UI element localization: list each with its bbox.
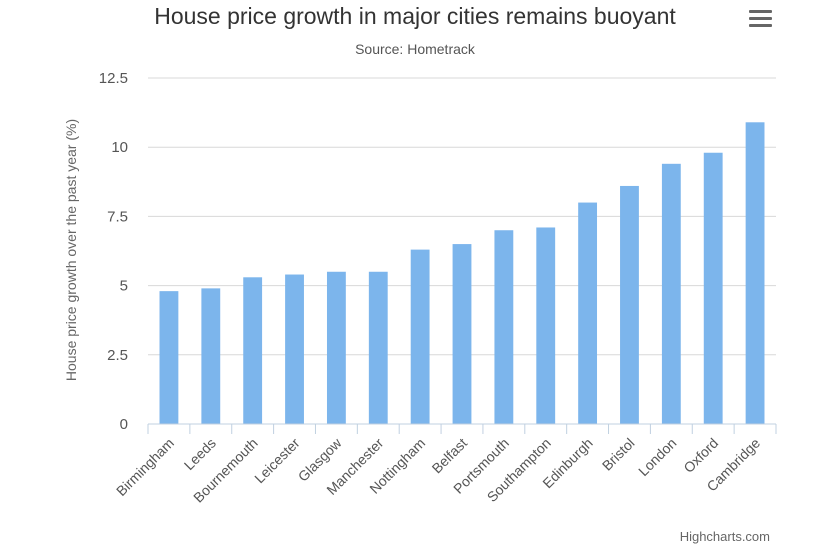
bar-bristol[interactable] [620, 185, 639, 424]
bar-london[interactable] [661, 163, 681, 425]
bar-cambridge[interactable] [745, 122, 765, 425]
bar-portsmouth[interactable] [494, 230, 514, 424]
bar-manchester[interactable] [368, 271, 388, 424]
x-tick-label: London [635, 435, 679, 479]
y-tick-label: 12.5 [99, 70, 128, 87]
x-tick-label: Bristol [599, 435, 638, 474]
x-tick-label: Belfast [429, 435, 471, 477]
y-tick-label: 7.5 [107, 208, 128, 225]
y-tick-label: 5 [120, 278, 128, 295]
bar-birmingham[interactable] [159, 291, 179, 424]
bar-edinburgh[interactable] [578, 202, 598, 424]
y-tick-label: 10 [111, 139, 128, 156]
bar-nottingham[interactable] [410, 249, 430, 424]
chart-subtitle: Source: Hometrack [355, 41, 476, 57]
bar-glasgow[interactable] [326, 271, 346, 424]
x-tick-label: Birmingham [113, 435, 177, 499]
y-tick-label: 2.5 [107, 347, 128, 364]
chart-title: House price growth in major cities remai… [154, 3, 676, 29]
bars [159, 122, 765, 425]
x-tick-label: Oxford [680, 435, 721, 476]
bar-leicester[interactable] [285, 274, 304, 424]
y-axis: 0 2.5 5 7.5 10 12.5 [99, 70, 128, 433]
bar-oxford[interactable] [703, 152, 723, 424]
hamburger-menu-icon[interactable] [742, 6, 778, 32]
bar-southampton[interactable] [536, 227, 556, 424]
x-tick-label: Leicester [251, 435, 303, 487]
credits-link[interactable]: Highcharts.com [680, 529, 770, 544]
y-tick-label: 0 [120, 416, 128, 433]
x-axis: Birmingham LeedsBournemouthLeicesterGlasg… [113, 423, 777, 506]
x-tick-label: Leeds [181, 435, 219, 473]
y-axis-label: House price growth over the past year (%… [63, 119, 79, 381]
bar-belfast[interactable] [452, 244, 472, 424]
bar-bournemouth[interactable] [243, 277, 263, 424]
bar-leeds[interactable] [201, 288, 221, 424]
